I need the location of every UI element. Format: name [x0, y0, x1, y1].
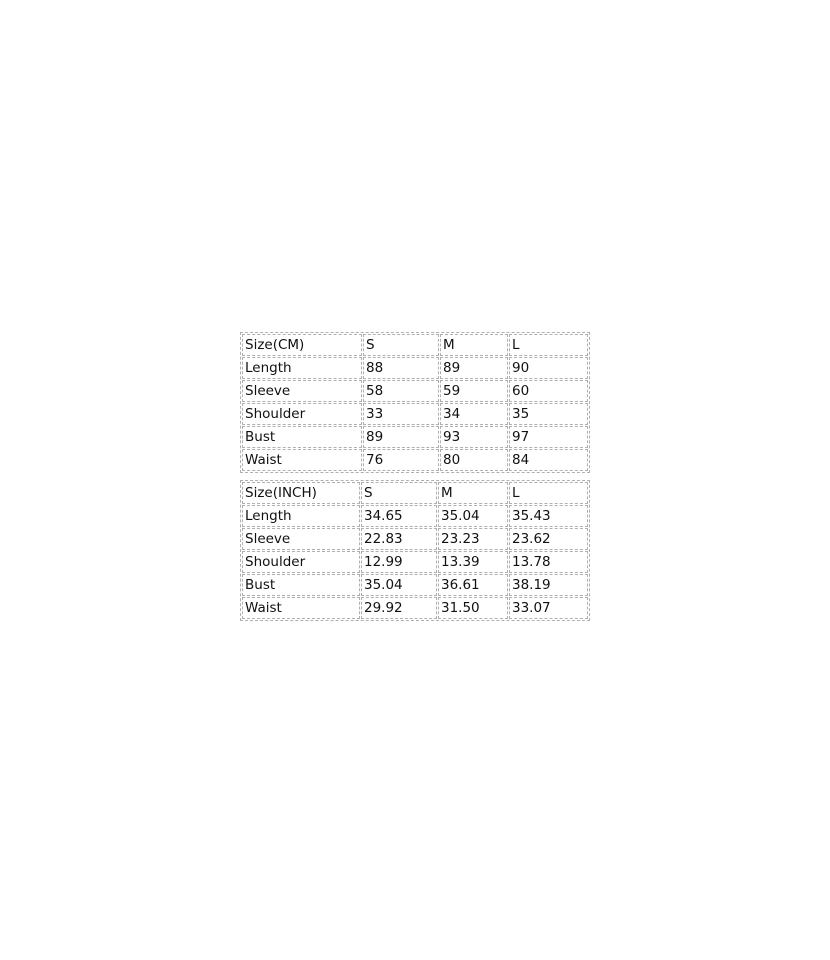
value-cell: 35.04 — [438, 505, 508, 527]
value-cell: M — [440, 334, 508, 356]
value-cell: 23.23 — [438, 528, 508, 550]
value-cell: 22.83 — [361, 528, 437, 550]
row-label-cell: Shoulder — [242, 403, 362, 425]
value-cell: 84 — [509, 449, 588, 471]
size-table-cm: Size(CM) S M L Length 88 89 90 Sleeve 58 59 60 Shoul… — [240, 332, 590, 473]
table-row: Sleeve 58 59 60 — [242, 380, 588, 402]
row-label-cell: Length — [242, 357, 362, 379]
value-cell: 29.92 — [361, 597, 437, 619]
row-label-cell: Bust — [242, 574, 360, 596]
value-cell: 34 — [440, 403, 508, 425]
table-row: Bust 89 93 97 — [242, 426, 588, 448]
value-cell: 60 — [509, 380, 588, 402]
table-header-row: Size(CM) S M L — [242, 334, 588, 356]
value-cell: S — [363, 334, 439, 356]
value-cell: 13.78 — [509, 551, 588, 573]
value-cell: 59 — [440, 380, 508, 402]
value-cell: 88 — [363, 357, 439, 379]
value-cell: 93 — [440, 426, 508, 448]
row-label-cell: Waist — [242, 597, 360, 619]
value-cell: 38.19 — [509, 574, 588, 596]
value-cell: 12.99 — [361, 551, 437, 573]
row-label-cell: Size(CM) — [242, 334, 362, 356]
table-row: Length 34.65 35.04 35.43 — [242, 505, 588, 527]
table-row: Waist 29.92 31.50 33.07 — [242, 597, 588, 619]
value-cell: 33 — [363, 403, 439, 425]
row-label-cell: Size(INCH) — [242, 482, 360, 504]
value-cell: L — [509, 482, 588, 504]
value-cell: 34.65 — [361, 505, 437, 527]
table-row: Bust 35.04 36.61 38.19 — [242, 574, 588, 596]
table-row: Length 88 89 90 — [242, 357, 588, 379]
value-cell: 33.07 — [509, 597, 588, 619]
table-header-row: Size(INCH) S M L — [242, 482, 588, 504]
value-cell: 36.61 — [438, 574, 508, 596]
value-cell: 23.62 — [509, 528, 588, 550]
size-table-inch: Size(INCH) S M L Length 34.65 35.04 35.43 Sleeve… — [240, 480, 590, 621]
value-cell: 31.50 — [438, 597, 508, 619]
table-row: Waist 76 80 84 — [242, 449, 588, 471]
table-row: Shoulder 33 34 35 — [242, 403, 588, 425]
row-label-cell: Waist — [242, 449, 362, 471]
value-cell: M — [438, 482, 508, 504]
row-label-cell: Shoulder — [242, 551, 360, 573]
value-cell: 90 — [509, 357, 588, 379]
row-label-cell: Sleeve — [242, 380, 362, 402]
value-cell: 35.43 — [509, 505, 588, 527]
value-cell: L — [509, 334, 588, 356]
value-cell: 35 — [509, 403, 588, 425]
value-cell: S — [361, 482, 437, 504]
row-label-cell: Bust — [242, 426, 362, 448]
value-cell: 89 — [363, 426, 439, 448]
row-label-cell: Sleeve — [242, 528, 360, 550]
table-row: Shoulder 12.99 13.39 13.78 — [242, 551, 588, 573]
value-cell: 76 — [363, 449, 439, 471]
value-cell: 89 — [440, 357, 508, 379]
table-row: Sleeve 22.83 23.23 23.62 — [242, 528, 588, 550]
value-cell: 80 — [440, 449, 508, 471]
value-cell: 97 — [509, 426, 588, 448]
row-label-cell: Length — [242, 505, 360, 527]
value-cell: 13.39 — [438, 551, 508, 573]
value-cell: 58 — [363, 380, 439, 402]
value-cell: 35.04 — [361, 574, 437, 596]
